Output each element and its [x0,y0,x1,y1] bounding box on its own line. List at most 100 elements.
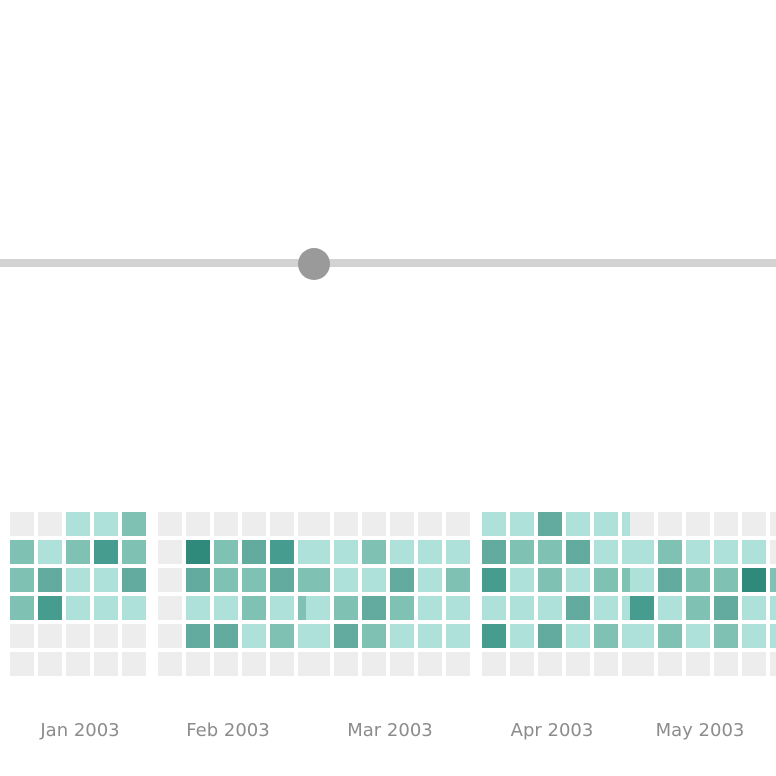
heatmap-cell [186,624,210,648]
heatmap-cell [482,652,506,676]
heatmap-cell [158,512,182,536]
heatmap-cell [658,624,682,648]
heatmap-cell [446,568,470,592]
heatmap-cell [770,540,776,564]
heatmap-cell [242,540,266,564]
heatmap-cell [594,596,618,620]
heatmap-cell [482,540,506,564]
heatmap-cell [362,652,386,676]
heatmap-cell [186,512,210,536]
heatmap-cell [538,568,562,592]
heatmap-cell [714,540,738,564]
heatmap-cell [630,596,654,620]
heatmap-cell [770,512,776,536]
heatmap-cell [10,568,34,592]
heatmap-cell [658,596,682,620]
heatmap-cell [66,512,90,536]
heatmap-cell [418,596,442,620]
heatmap-cell [446,624,470,648]
heatmap-cell [94,540,118,564]
heatmap-cell [270,540,294,564]
heatmap-cell [510,568,534,592]
heatmap-cell [66,540,90,564]
heatmap-cell [630,512,654,536]
month-label-apr: Apr 2003 [510,720,594,741]
heatmap-cell [742,540,766,564]
heatmap-cell [566,540,590,564]
heatmap-cell [538,624,562,648]
heatmap-cell [630,540,654,564]
heatmap-cell [122,512,146,536]
heatmap-cell [66,596,90,620]
heatmap-cell [742,568,766,592]
heatmap-cell [742,596,766,620]
heatmap-cell [658,652,682,676]
heatmap-cell [510,512,534,536]
heatmap-cell [306,540,330,564]
heatmap-cell [334,596,358,620]
heatmap-cell [334,568,358,592]
month-label-feb: Feb 2003 [186,720,270,741]
heatmap-cell [10,624,34,648]
heatmap-cell [390,596,414,620]
heatmap-cell [186,596,210,620]
heatmap-cell [122,568,146,592]
heatmap-cell [538,652,562,676]
heatmap-cell [158,596,182,620]
heatmap-cell [446,652,470,676]
heatmap-cell [510,596,534,620]
heatmap-cell [566,624,590,648]
heatmap-cell [714,624,738,648]
heatmap-cell [158,568,182,592]
heatmap-cell [214,624,238,648]
heatmap-cell [482,568,506,592]
heatmap-cell [714,596,738,620]
heatmap-cell [66,568,90,592]
heatmap-cell [38,540,62,564]
heatmap-cell [566,512,590,536]
heatmap-cell [714,652,738,676]
heatmap-cell [306,512,330,536]
heatmap-cell [418,652,442,676]
heatmap-cell [510,624,534,648]
heatmap-cell [270,512,294,536]
heatmap-cell [510,652,534,676]
heatmap-cell [770,568,776,592]
heatmap-cell [242,596,266,620]
heatmap-cell [186,568,210,592]
heatmap-cell [538,512,562,536]
heatmap-cell [242,568,266,592]
heatmap-cell [482,624,506,648]
heatmap-cell [390,652,414,676]
heatmap-cell [630,624,654,648]
heatmap-cell [334,624,358,648]
heatmap-cell [714,568,738,592]
heatmap-cell [94,652,118,676]
heatmap-cell [122,540,146,564]
heatmap-cell [122,652,146,676]
heatmap-cell [94,568,118,592]
heatmap-cell [742,624,766,648]
heatmap-cell [390,624,414,648]
heatmap-cell [686,624,710,648]
heatmap-cell [38,512,62,536]
heatmap-cell [594,512,618,536]
heatmap-cell [94,596,118,620]
heatmap-cell [38,652,62,676]
heatmap-cell [686,540,710,564]
heatmap-cell [334,652,358,676]
heatmap-cell [418,568,442,592]
month-label-may: May 2003 [655,720,745,741]
heatmap-cell [594,540,618,564]
slider-track[interactable] [0,259,776,267]
heatmap-cell [214,512,238,536]
heatmap-cell [10,512,34,536]
heatmap-cell [10,652,34,676]
heatmap-cell [38,624,62,648]
slider-thumb[interactable] [298,248,330,280]
heatmap-cell [270,568,294,592]
heatmap-cell [446,512,470,536]
heatmap-cell [482,512,506,536]
